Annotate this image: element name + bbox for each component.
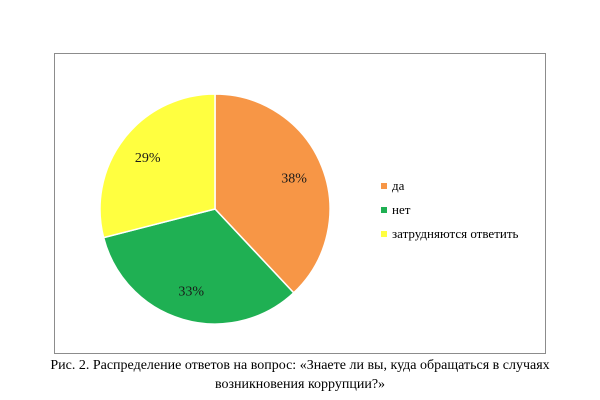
caption-text-1: Распределение ответов на вопрос: «Знаете… <box>89 358 550 373</box>
figure-caption: Рис. 2. Распределение ответов на вопрос:… <box>0 356 600 394</box>
chart-frame: 38% 33% 29% да нет затрудняются ответить <box>54 53 546 354</box>
legend-swatch-da <box>381 183 387 189</box>
slice-label-da: 38% <box>281 172 307 187</box>
pie-slice-da <box>214 93 331 294</box>
legend-swatch-unsure <box>381 231 387 237</box>
pie-slice-unsure <box>99 93 216 239</box>
legend-item-da: да <box>378 174 543 198</box>
legend-label-net: нет <box>392 202 411 217</box>
legend-swatch-net <box>381 207 387 213</box>
legend-label-da: да <box>392 178 405 193</box>
legend-label-unsure: затрудняются ответить <box>392 226 519 241</box>
pie-slice-net <box>102 208 295 325</box>
pie-slice-labels: 38% 33% 29% <box>135 151 307 300</box>
slice-label-unsure: 29% <box>135 151 161 166</box>
caption-text-2: возникновения коррупции?» <box>214 377 386 392</box>
pie-chart: 38% 33% 29% <box>99 93 331 325</box>
chart-legend: да нет затрудняются ответить <box>378 174 543 246</box>
legend-item-net: нет <box>378 198 543 222</box>
caption-prefix: Рис. 2. <box>50 358 90 373</box>
caption-line-1: Рис. 2. Распределение ответов на вопрос:… <box>0 356 600 375</box>
legend-item-unsure: затрудняются ответить <box>378 222 543 246</box>
slice-label-net: 33% <box>178 285 204 300</box>
pie-slices <box>99 93 331 325</box>
